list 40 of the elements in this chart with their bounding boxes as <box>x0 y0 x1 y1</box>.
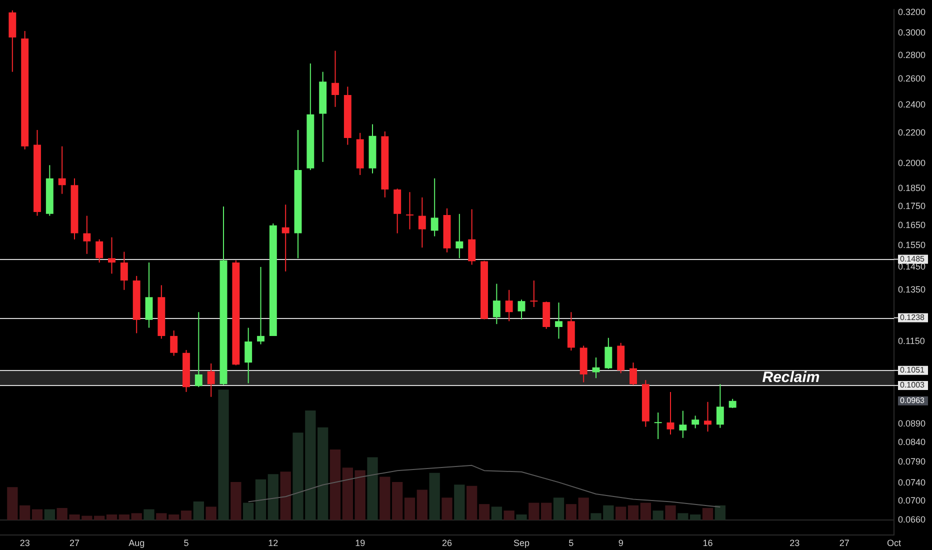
y-tick-label: 0.0790 <box>898 456 926 467</box>
y-tick-label: 0.1450 <box>898 261 926 272</box>
y-tick-label: 0.1350 <box>898 284 926 294</box>
y-tick-label: 0.0840 <box>898 436 926 447</box>
x-tick-label: 23 <box>20 538 30 548</box>
x-tick-label: 26 <box>442 538 452 548</box>
ref-line-label: 0.1003 <box>900 380 926 390</box>
y-tick-label: 0.1750 <box>898 200 926 211</box>
x-tick-label: Oct <box>886 538 902 548</box>
y-tick-label: 0.0740 <box>898 478 926 488</box>
y-tick-label: 0.1550 <box>898 240 926 250</box>
x-tick-label: Aug <box>128 538 145 548</box>
y-tick-label: 0.0890 <box>898 418 926 428</box>
y-tick-label: 0.2200 <box>898 127 926 138</box>
y-tick-label: 0.0660 <box>898 514 926 525</box>
x-tick-label: 27 <box>69 538 80 548</box>
x-tick-label: 9 <box>618 538 624 548</box>
x-tick-label: 16 <box>702 538 713 548</box>
y-tick-label: 0.2400 <box>898 99 926 110</box>
y-tick-label: 0.1650 <box>898 220 926 230</box>
x-tick-label: 23 <box>790 538 800 548</box>
x-tick-label: 12 <box>268 538 278 548</box>
y-tick-label: 0.3000 <box>898 28 926 38</box>
band-label: Reclaim <box>762 369 820 386</box>
y-tick-label: 0.2800 <box>898 50 926 60</box>
ref-line-label: 0.1485 <box>900 254 926 264</box>
y-tick-label: 0.0700 <box>898 496 926 506</box>
x-tick-label: 27 <box>839 538 850 548</box>
x-tick-label: 5 <box>568 538 574 548</box>
y-tick-label: 0.2600 <box>898 74 926 84</box>
text: 0.0963 <box>900 396 926 406</box>
ref-line-label: 0.1238 <box>900 312 926 322</box>
x-tick-label: Sep <box>513 538 530 548</box>
y-tick-label: 0.1850 <box>898 183 926 194</box>
x-tick-label: 5 <box>184 538 189 548</box>
ref-line-label: 0.1051 <box>900 366 926 375</box>
y-tick-label: 0.2000 <box>898 158 926 168</box>
y-tick-label: 0.1150 <box>898 336 925 346</box>
x-tick-label: 19 <box>355 538 366 548</box>
y-tick-label: 0.3200 <box>898 6 926 17</box>
